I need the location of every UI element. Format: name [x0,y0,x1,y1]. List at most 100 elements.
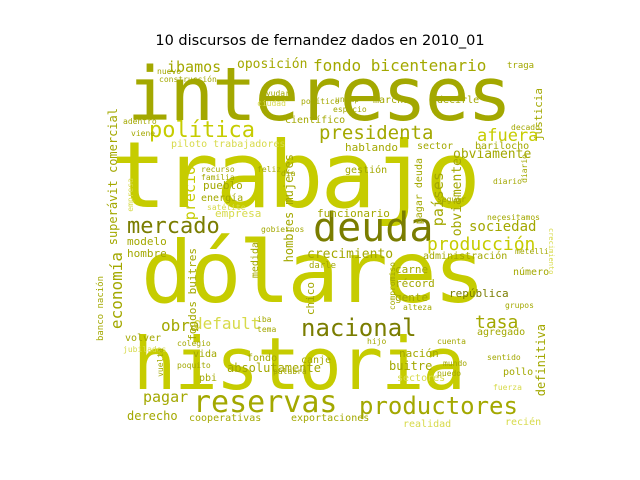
word-volver: volver [125,333,162,344]
word-pueblo: pueblo [203,179,243,192]
word-mundo: mundo [443,359,468,368]
word-traga: traga [507,61,535,71]
word-historia: historia [133,322,466,406]
word-construccion: construcción [159,75,217,84]
word-numero: número [513,267,550,278]
word-canje: canje [301,355,332,366]
word-nacion: nación [399,347,439,360]
word-pbi: pbi [199,373,218,384]
word-banco-nacion: banco nación [96,276,106,342]
word-paises: países [429,172,447,227]
word-derecho: derecho [127,409,178,423]
word-nacional: nacional [301,314,417,342]
word-dolares: dólares [141,223,485,323]
word-palabra: palabra [273,367,307,376]
word-sentido: sentido [487,353,521,362]
word-buitre: buitre [389,359,433,373]
word-fuerza: fuerza [493,383,522,392]
word-pagar-deuda: pagar deuda [414,158,425,225]
word-politica: política [149,118,255,143]
word-hablando: hablando [345,141,398,154]
word-productores: productores [359,392,518,420]
word-default: default [193,314,261,333]
word-necesitamos: necesitamos [487,213,540,222]
word-administracion: administración [423,251,508,262]
word-cuenta: cuenta [437,337,466,346]
word-diario-v: diario [520,154,529,183]
word-vuelta: vuelta [156,348,165,377]
word-metelli: metelli [515,247,549,256]
word-tasa: tasa [475,312,519,333]
word-marcha: marcha [373,95,410,106]
word-absolutamente: absolutamente [227,361,321,375]
word-gente: gente [395,291,429,304]
word-decirle: decirle [437,95,480,106]
word-dia: día [281,169,296,178]
word-poquito: poquito [177,361,211,370]
word-recien: recién [505,417,542,428]
word-hombre: hombre [127,247,167,260]
word-agregado: agregado [477,327,526,338]
word-recurso: recurso [201,165,235,174]
word-republica: república [449,287,509,300]
chart-title: 10 discursos de fernandez dados en 2010_… [155,33,485,49]
word-piloto: piloto trabajadores [171,139,286,150]
word-exportaciones: exportaciones [291,413,370,424]
word-definitiva: definitiva [534,324,548,397]
word-reservas: reservas [193,385,338,420]
word-pagar: pagar [143,388,189,406]
word-cloud: intereses trabajo dólares historia deuda… [96,56,555,430]
word-hombres-mujeres: hombres mujeres [282,154,296,263]
word-sociedad: sociedad [469,219,537,235]
word-familia: familia [201,173,235,182]
word-diario: diario [493,177,522,186]
word-decado: decado [511,123,540,132]
word-ayudar: ayudar [261,89,290,98]
word-puedo: puedo [437,369,462,378]
word-nuevo: nuevo [157,67,182,76]
word-unvap: unvap [335,95,360,104]
word-chico: chico [304,282,317,316]
word-jubilados: jubilados [123,345,167,354]
word-crecimiento-v: crecimiento [547,228,555,275]
word-espacio: espacio [333,105,367,114]
word-sectores: sectores [397,373,446,384]
word-hijo: hijo [367,337,387,346]
word-grupos: grupos [505,301,534,310]
word-empresa: empresa [215,207,262,220]
word-energia: energía [201,193,244,204]
word-tema: tema [257,325,277,334]
word-cooperativas: cooperativas [189,413,262,424]
word-viene: viene [131,129,156,138]
word-superavit: superávit comercial [106,108,120,246]
word-medida: medida [250,242,261,279]
word-ibamos: ibamos [167,58,222,76]
word-mercado: mercado [127,214,220,239]
word-modelo: modelo [127,235,167,248]
word-presidenta: presidenta [319,122,434,144]
word-trabajo: trabajo [111,122,481,229]
word-deuda: deuda [313,205,434,251]
word-obviamente-v: obviamente [450,158,465,237]
word-colegio: colegio [177,339,211,348]
word-afuera: afuera [477,126,539,146]
word-alteza: alteza [403,303,432,312]
word-empresa-v: empresa [126,178,135,212]
word-carne: carne [395,263,429,276]
word-crecimiento: crecimiento [307,247,394,262]
word-satelite: satélite [207,203,246,212]
word-oposicion: oposición [237,57,308,72]
word-politico: político [301,97,340,106]
word-compromiso: compromiso [388,262,397,311]
word-fondos-buitres: fondos buitres [186,248,199,341]
word-economia: economía [107,252,126,330]
word-fondo-bicentenario: fondo bicentenario [313,56,487,75]
word-obviamente: obviamente [453,147,532,162]
word-produccion: producción [427,234,536,255]
word-pollo: pollo [503,367,534,378]
word-ciudad: ciudad [257,99,286,108]
word-sector: sector [417,141,454,152]
word-realidad: realidad [403,419,452,430]
word-feliz: feliz [257,165,282,174]
word-cientifico: científico [285,115,346,126]
